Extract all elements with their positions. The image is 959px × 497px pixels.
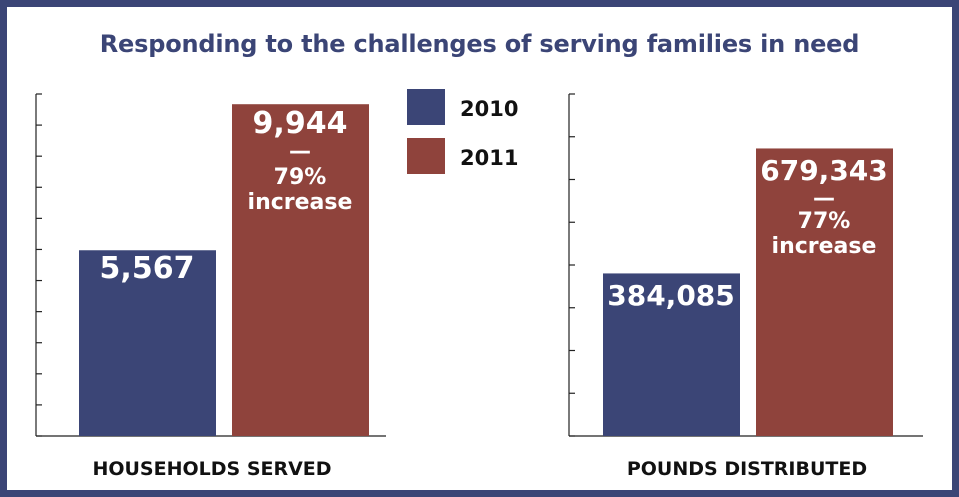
xlabel-pounds: POUNDS DISTRIBUTED — [627, 458, 867, 480]
label-households-2010: 5,567 — [100, 251, 195, 286]
label-households-2011: 9,944 — [253, 106, 348, 141]
legend-label-2010: 2010 — [460, 97, 518, 121]
legend-swatch-2010 — [407, 89, 445, 125]
right-axis-ticks — [569, 93, 575, 437]
annotation-households-percent: 79% — [274, 165, 327, 190]
annotation-households-word: increase — [248, 190, 353, 215]
left-axis-ticks — [36, 93, 42, 437]
legend-label-2011: 2011 — [460, 146, 518, 170]
annotation-households-dash: — — [289, 139, 311, 164]
annotation-pounds-word: increase — [772, 234, 877, 259]
bar-pounds-2010 — [603, 273, 740, 436]
bar-pounds-2011 — [756, 148, 893, 436]
xlabel-households: HOUSEHOLDS SERVED — [92, 458, 331, 480]
chart-title: Responding to the challenges of serving … — [99, 30, 860, 58]
annotation-pounds-percent: 77% — [798, 209, 851, 234]
label-pounds-2010: 384,085 — [607, 279, 735, 312]
legend-swatch-2011 — [407, 138, 445, 174]
bar-households-2010 — [79, 250, 216, 436]
annotation-pounds-dash: — — [813, 186, 835, 211]
label-pounds-2011: 679,343 — [760, 154, 888, 187]
bar-households-2011 — [232, 104, 369, 436]
